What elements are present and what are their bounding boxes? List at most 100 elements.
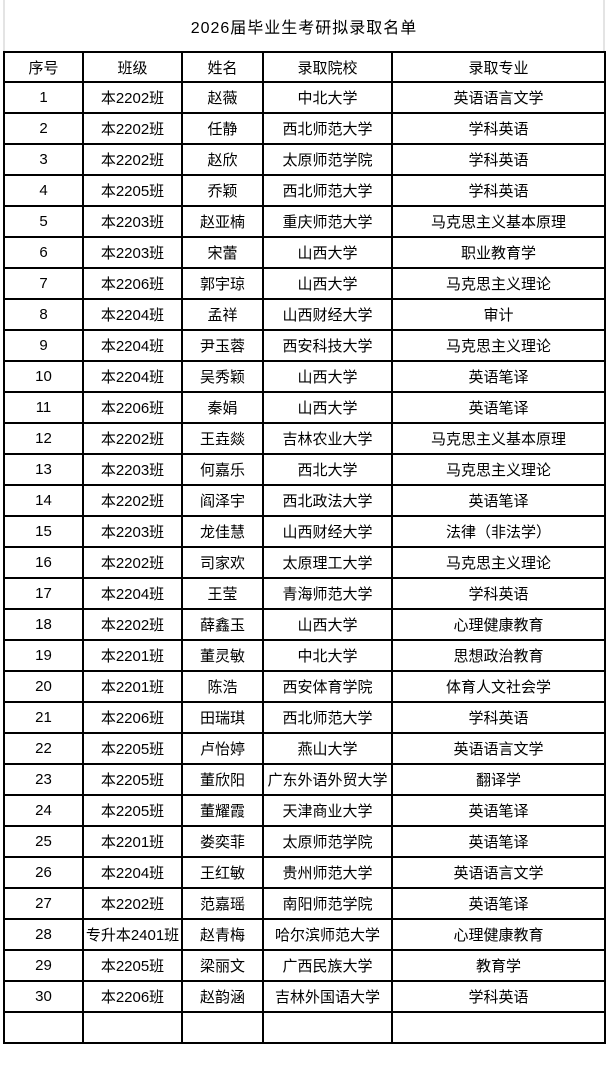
table-cell: 王垚燚	[181, 422, 264, 455]
table-cell: 王红敏	[181, 856, 264, 889]
table-row: 9 本2204班 尹玉蓉 西安科技大学 马克思主义理论	[3, 329, 606, 362]
column-header-name: 姓名	[181, 51, 264, 83]
table-cell: 11	[3, 391, 84, 424]
table-row: 25 本2201班 娄奕菲 太原师范学院 英语笔译	[3, 825, 606, 858]
table-cell: 26	[3, 856, 84, 889]
table-cell: 何嘉乐	[181, 453, 264, 486]
table-cell: 赵韵涵	[181, 980, 264, 1013]
table-cell: 英语笔译	[391, 794, 606, 827]
table-cell: 尹玉蓉	[181, 329, 264, 362]
table-cell: 学科英语	[391, 980, 606, 1013]
table-cell: 本2202班	[82, 112, 183, 145]
table-cell: 西安科技大学	[262, 329, 393, 362]
table-row: 20 本2201班 陈浩 西安体育学院 体育人文社会学	[3, 670, 606, 703]
table-cell: 本2206班	[82, 391, 183, 424]
table-cell: 本2204班	[82, 329, 183, 362]
table-cell: 秦娟	[181, 391, 264, 424]
table-cell: 本2204班	[82, 577, 183, 610]
table-row: 1 本2202班 赵薇 中北大学 英语语言文学	[3, 81, 606, 114]
table-cell: 山西大学	[262, 267, 393, 300]
table-cell: 广西民族大学	[262, 949, 393, 982]
table-cell: 吉林农业大学	[262, 422, 393, 455]
table-cell: 本2205班	[82, 732, 183, 765]
table-cell: 29	[3, 949, 84, 982]
table-cell: 30	[3, 980, 84, 1013]
table-cell: 娄奕菲	[181, 825, 264, 858]
table-cell: 龙佳慧	[181, 515, 264, 548]
table-cell: 22	[3, 732, 84, 765]
table-cell: 马克思主义理论	[391, 329, 606, 362]
table-cell: 3	[3, 143, 84, 176]
table-row: 13 本2203班 何嘉乐 西北大学 马克思主义理论	[3, 453, 606, 486]
table-cell: 吉林外国语大学	[262, 980, 393, 1013]
table-cell: 本2202班	[82, 143, 183, 176]
table-cell: 西安体育学院	[262, 670, 393, 703]
table-cell: 赵欣	[181, 143, 264, 176]
table-cell: 西北师范大学	[262, 174, 393, 207]
table-cell: 本2204班	[82, 298, 183, 331]
table-cell: 本2204班	[82, 360, 183, 393]
table-cell: 23	[3, 763, 84, 796]
table-row: 19 本2201班 董灵敏 中北大学 思想政治教育	[3, 639, 606, 672]
table-cell: 学科英语	[391, 143, 606, 176]
table-cell: 职业教育学	[391, 236, 606, 269]
table-cell: 太原师范学院	[262, 143, 393, 176]
table-cell	[181, 1011, 264, 1044]
table-cell: 孟祥	[181, 298, 264, 331]
table-cell: 本2206班	[82, 267, 183, 300]
table-cell: 英语语言文学	[391, 856, 606, 889]
table-row: 23 本2205班 董欣阳 广东外语外贸大学 翻译学	[3, 763, 606, 796]
table-cell: 赵薇	[181, 81, 264, 114]
table-cell: 乔颖	[181, 174, 264, 207]
table-row: 28 专升本2401班 赵青梅 哈尔滨师范大学 心理健康教育	[3, 918, 606, 951]
table-cell: 审计	[391, 298, 606, 331]
table-cell: 宋蕾	[181, 236, 264, 269]
table-cell: 阎泽宇	[181, 484, 264, 517]
table-cell: 山西大学	[262, 236, 393, 269]
table-cell: 本2203班	[82, 453, 183, 486]
table-cell: 18	[3, 608, 84, 641]
table-cell: 6	[3, 236, 84, 269]
table-cell: 24	[3, 794, 84, 827]
table-cell: 思想政治教育	[391, 639, 606, 672]
table-cell: 本2204班	[82, 856, 183, 889]
table-cell: 本2206班	[82, 980, 183, 1013]
table-cell: 中北大学	[262, 639, 393, 672]
table-cell: 贵州师范大学	[262, 856, 393, 889]
table-cell: 薛鑫玉	[181, 608, 264, 641]
table-cell: 21	[3, 701, 84, 734]
table-cell: 重庆师范大学	[262, 205, 393, 238]
table-cell: 司家欢	[181, 546, 264, 579]
column-header-class: 班级	[82, 51, 183, 83]
table-cell: 哈尔滨师范大学	[262, 918, 393, 951]
table-cell: 本2201班	[82, 670, 183, 703]
table-cell: 西北大学	[262, 453, 393, 486]
page-title: 2026届毕业生考研拟录取名单	[190, 19, 418, 37]
table-cell: 马克思主义理论	[391, 453, 606, 486]
table-cell: 英语语言文学	[391, 732, 606, 765]
table-cell: 吴秀颖	[181, 360, 264, 393]
table-cell: 15	[3, 515, 84, 548]
table-cell: 马克思主义基本原理	[391, 205, 606, 238]
table-row: 27 本2202班 范嘉瑶 南阳师范学院 英语笔译	[3, 887, 606, 920]
table-cell: 10	[3, 360, 84, 393]
table-row: 26 本2204班 王红敏 贵州师范大学 英语语言文学	[3, 856, 606, 889]
table-cell: 西北师范大学	[262, 112, 393, 145]
table-cell: 9	[3, 329, 84, 362]
table-row: 7 本2206班 郭宇琼 山西大学 马克思主义理论	[3, 267, 606, 300]
table-cell: 广东外语外贸大学	[262, 763, 393, 796]
table-cell: 4	[3, 174, 84, 207]
table-row: 5 本2203班 赵亚楠 重庆师范大学 马克思主义基本原理	[3, 205, 606, 238]
table-cell: 本2205班	[82, 174, 183, 207]
table-cell: 学科英语	[391, 174, 606, 207]
table-body: 1 本2202班 赵薇 中北大学 英语语言文学 2 本2202班 任静 西北师范大学 学科英语 3 本…	[3, 81, 606, 1044]
table-cell: 田瑞琪	[181, 701, 264, 734]
table-cell: 学科英语	[391, 701, 606, 734]
table-cell: 梁丽文	[181, 949, 264, 982]
table-cell: 学科英语	[391, 577, 606, 610]
table-cell	[3, 1011, 84, 1044]
table-cell: 本2202班	[82, 484, 183, 517]
table-row: 10 本2204班 吴秀颖 山西大学 英语笔译	[3, 360, 606, 393]
table-cell: 西北师范大学	[262, 701, 393, 734]
